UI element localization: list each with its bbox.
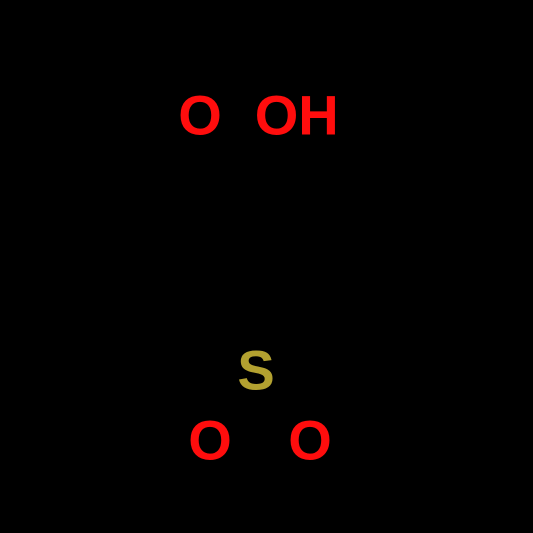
atom-o_bot_right: O xyxy=(288,409,332,472)
background xyxy=(0,0,533,533)
molecule-diagram: OOHSOO xyxy=(0,0,533,533)
atom-s: S xyxy=(237,339,274,402)
atom-o_top_left: O xyxy=(178,84,222,147)
atom-oh_top_right: OH xyxy=(255,84,339,147)
atom-o_bot_left: O xyxy=(188,409,232,472)
